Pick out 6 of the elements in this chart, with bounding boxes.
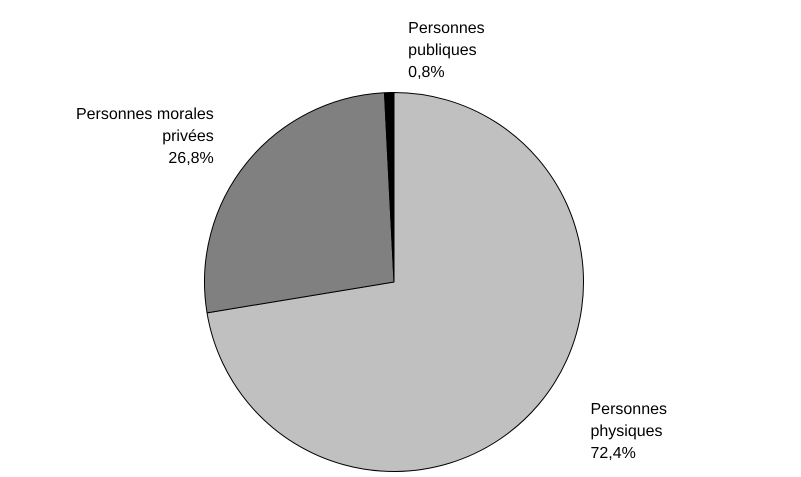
slice-label: Personnes morales privées [76,106,214,146]
data-label: 26,8% [168,150,214,168]
data-label: 0,8% [408,64,445,81]
data-label: 72,4% [590,445,636,462]
slice-label: Personnes publiques [408,20,485,59]
slice-label: Personnes physiques [590,401,668,440]
